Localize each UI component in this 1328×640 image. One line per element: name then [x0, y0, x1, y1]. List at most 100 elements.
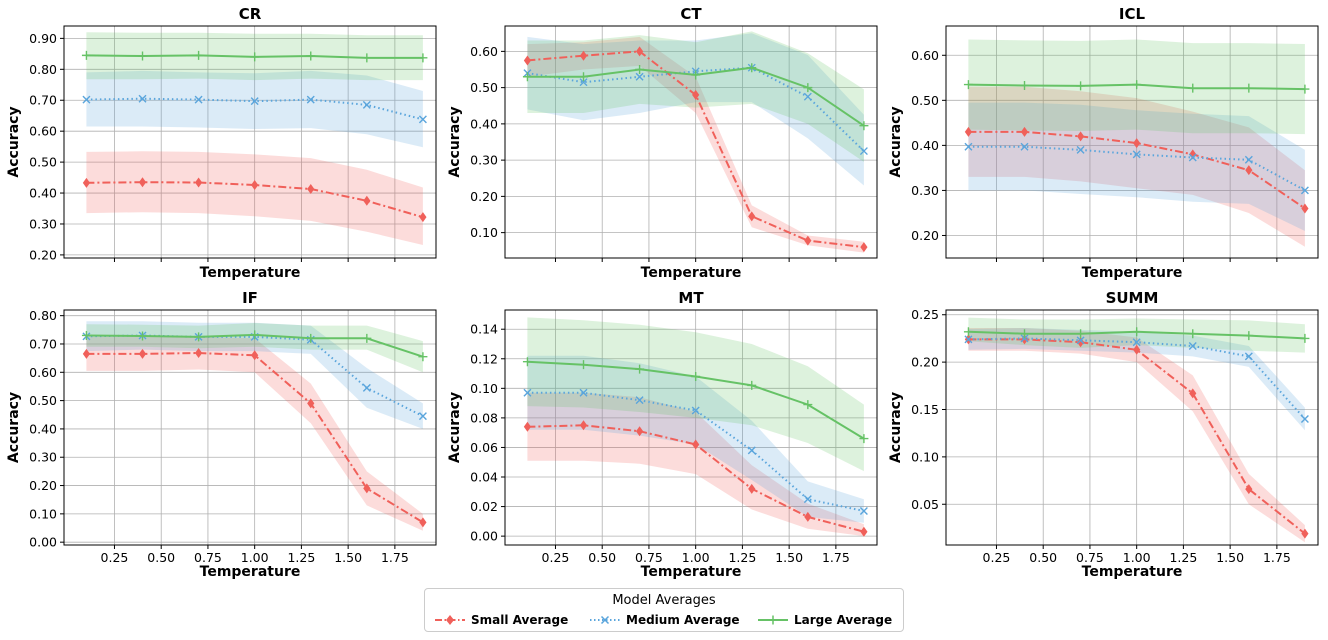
x-tick-label-2: 0.75 [1076, 550, 1104, 565]
data-point-2-1 [579, 72, 589, 82]
legend-medium-swatch [590, 615, 620, 625]
legend-small-swatch [435, 615, 465, 625]
data-point-0-2 [635, 46, 644, 57]
data-point-2-3 [1132, 80, 1142, 90]
y-tick-label-5: 0.10 [470, 381, 498, 396]
data-point-2-3 [250, 52, 260, 62]
data-point-0-5 [363, 483, 371, 494]
data-point-1-2 [194, 95, 203, 104]
data-point-2-0 [963, 327, 973, 337]
data-point-1-4 [1188, 153, 1197, 162]
data-point-0-4 [748, 211, 756, 222]
x-tick-label-5: 1.50 [334, 550, 362, 565]
data-point-2-6 [1300, 333, 1310, 343]
data-point-1-1 [579, 388, 588, 397]
data-point-1-3 [1132, 338, 1141, 347]
data-point-0-6 [419, 212, 427, 223]
y-tick-label-1: 0.10 [29, 506, 57, 521]
data-point-0-3 [251, 179, 259, 190]
data-point-0-5 [363, 195, 371, 206]
subplot-title: SUMM [1106, 289, 1159, 307]
legend-large-swatch [758, 615, 788, 625]
band-1 [86, 70, 423, 148]
data-point-1-5 [362, 100, 371, 109]
data-point-1-0 [964, 335, 973, 344]
data-point-2-0 [81, 330, 91, 340]
x-tick-label-6: 1.75 [381, 550, 409, 565]
y-tick-label-1: 0.10 [911, 449, 939, 464]
data-point-1-4 [747, 446, 756, 455]
band-0 [86, 336, 423, 531]
data-point-0-3 [692, 89, 700, 100]
y-tick-label-7: 0.90 [29, 31, 57, 46]
data-point-2-4 [747, 63, 757, 73]
y-tick-label-3: 0.40 [470, 116, 498, 131]
y-tick-label-1: 0.30 [29, 216, 57, 231]
data-point-2-5 [1244, 331, 1254, 341]
y-tick-label-2: 0.40 [29, 186, 57, 201]
data-point-1-1 [1020, 142, 1029, 151]
data-point-2-6 [859, 434, 869, 444]
data-point-0-3 [251, 350, 259, 361]
data-point-2-1 [579, 360, 589, 370]
subplot-mt: 0.00 0.02 0.04 0.06 0.08 0.10 0.12 0.14 0.25 0.50… [447, 289, 878, 580]
data-point-0-4 [307, 398, 315, 409]
data-point-0-6 [1301, 528, 1309, 539]
x-axis-label: Temperature [1082, 265, 1183, 281]
data-point-1-1 [1020, 334, 1029, 343]
data-point-1-6 [1300, 186, 1309, 195]
data-point-0-3 [1133, 138, 1141, 149]
data-point-1-5 [803, 495, 812, 504]
subplot-title: MT [678, 289, 704, 307]
data-point-0-2 [1076, 337, 1085, 348]
data-point-0-5 [804, 511, 812, 522]
y-tick-label-2: 0.40 [911, 138, 939, 153]
data-point-1-2 [1076, 336, 1085, 345]
data-point-0-5 [1245, 165, 1253, 176]
data-point-2-1 [138, 51, 148, 61]
x-axis-label: Temperature [1082, 564, 1183, 580]
data-point-2-4 [306, 333, 316, 343]
x-axis-label: Temperature [641, 265, 742, 281]
data-point-0-3 [692, 439, 700, 450]
data-point-2-5 [803, 400, 813, 410]
x-tick-label-1: 0.50 [588, 550, 616, 565]
y-tick-label-0: 0.10 [470, 225, 498, 240]
y-tick-label-0: 0.20 [911, 228, 939, 243]
data-point-1-6 [418, 115, 427, 124]
legend-entry-large: Large Average [758, 612, 892, 628]
axes-frame [63, 25, 437, 259]
data-point-2-5 [362, 53, 372, 63]
data-point-0-2 [194, 177, 203, 188]
legend-label-medium: Medium Average [626, 613, 740, 627]
axes-frame [504, 309, 878, 546]
y-tick-label-1: 0.20 [470, 189, 498, 204]
y-tick-label-5: 0.70 [29, 93, 57, 108]
data-point-2-0 [81, 50, 91, 60]
data-point-1-6 [859, 147, 868, 156]
subplot-cr: 0.20 0.30 0.40 0.50 0.60 0.70 0.80 0.90 CR Temper… [6, 5, 437, 281]
data-point-1-5 [362, 383, 371, 392]
data-point-0-2 [194, 348, 203, 359]
data-point-2-1 [1020, 80, 1030, 90]
data-point-1-5 [1244, 352, 1253, 361]
data-point-0-6 [860, 242, 868, 253]
data-point-1-6 [1300, 414, 1309, 423]
data-point-2-6 [418, 352, 428, 362]
data-point-0-5 [804, 235, 812, 246]
y-tick-label-4: 0.60 [29, 124, 57, 139]
y-tick-label-4: 0.08 [470, 410, 498, 425]
data-point-2-1 [1020, 329, 1030, 339]
data-point-1-0 [964, 142, 973, 151]
data-point-2-2 [1076, 329, 1086, 339]
band-1 [527, 33, 864, 186]
data-point-0-5 [1245, 484, 1253, 495]
x-tick-label-4: 1.25 [287, 550, 315, 565]
data-point-2-4 [1188, 83, 1198, 93]
data-point-2-1 [138, 331, 148, 341]
y-tick-label-6: 0.60 [29, 365, 57, 380]
band-1 [86, 321, 423, 429]
data-point-2-6 [1300, 84, 1310, 94]
x-axis-label: Temperature [200, 265, 301, 281]
data-point-0-1 [138, 177, 147, 188]
